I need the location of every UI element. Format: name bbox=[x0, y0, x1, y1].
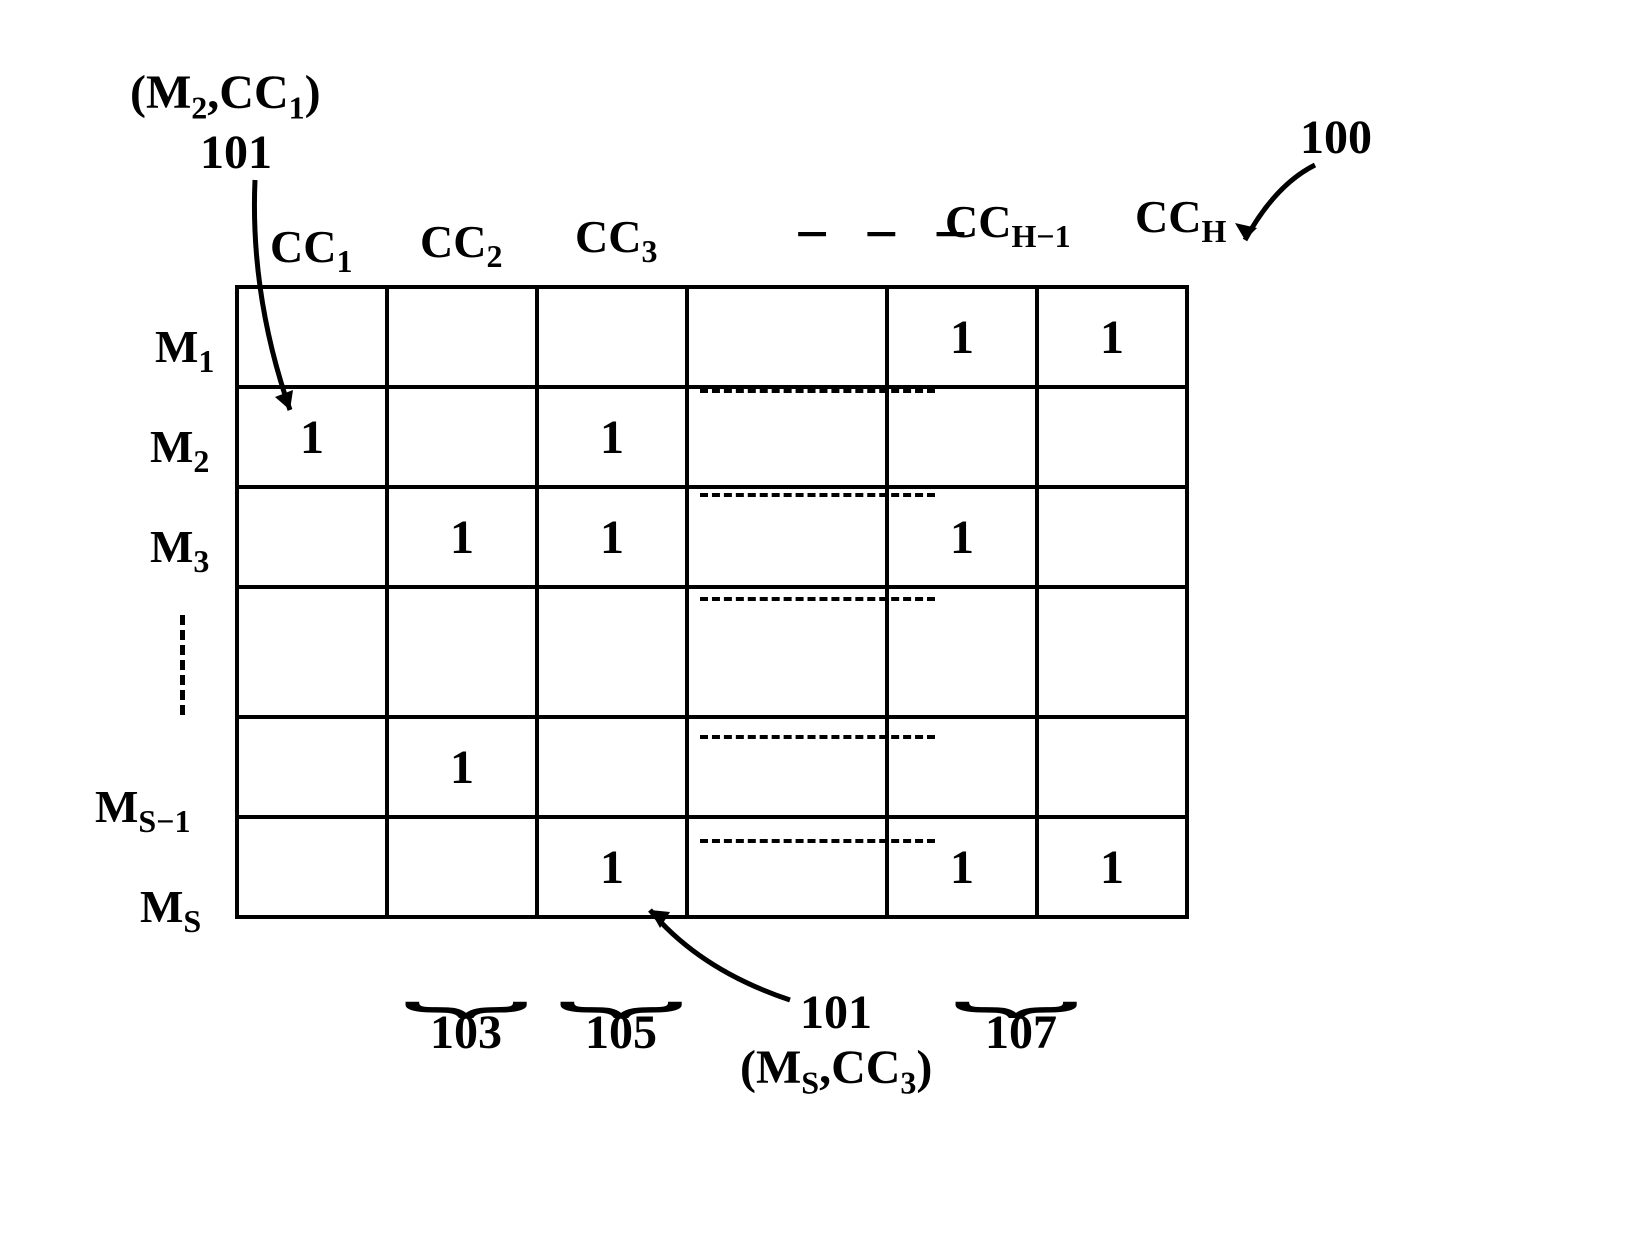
cell bbox=[237, 817, 387, 917]
dashed-line bbox=[700, 493, 935, 497]
cell bbox=[1037, 587, 1187, 717]
ref-103: 103 bbox=[430, 1005, 502, 1060]
cell bbox=[387, 387, 537, 487]
cell bbox=[537, 717, 687, 817]
cell: 1 bbox=[537, 387, 687, 487]
dashed-line bbox=[700, 389, 935, 393]
matrix-grid: 11 11 11 1 1 1 11 bbox=[235, 285, 1189, 919]
cell bbox=[237, 717, 387, 817]
cell bbox=[887, 387, 1037, 487]
row-header-m3: M3 bbox=[150, 520, 209, 580]
cell bbox=[1037, 387, 1187, 487]
row-header-ms: MS bbox=[140, 880, 201, 940]
cell-gap bbox=[687, 387, 887, 487]
table-row: 11 bbox=[237, 387, 1187, 487]
cell bbox=[387, 587, 537, 717]
callout-label-topleft: (M2,CC1) bbox=[130, 65, 321, 127]
cell-gap bbox=[687, 487, 887, 587]
cell-gap bbox=[687, 587, 887, 717]
diagram-canvas: (M2,CC1) 101 CC1 CC2 CC3 − − − CCH−1 CCH… bbox=[0, 0, 1632, 1236]
arrow-100 bbox=[1225, 155, 1345, 275]
col-header-cc2: CC2 bbox=[420, 215, 502, 275]
brace-icon: ⏞ bbox=[403, 960, 529, 995]
row-header-m1: M1 bbox=[155, 320, 214, 380]
ref-101-top: 101 bbox=[200, 125, 272, 180]
callout-label-bottom: (MS,CC3) bbox=[740, 1040, 932, 1102]
cell bbox=[237, 587, 387, 717]
dashed-line bbox=[700, 597, 935, 601]
cell-gap bbox=[687, 287, 887, 387]
brace-icon: ⏞ bbox=[953, 960, 1079, 995]
cell bbox=[387, 287, 537, 387]
cell bbox=[1037, 717, 1187, 817]
table-row: 11 bbox=[237, 287, 1187, 387]
col-header-cch: CCH bbox=[1135, 190, 1226, 250]
ref-101-bottom: 101 bbox=[800, 985, 872, 1040]
col-header-cch1: CCH−1 bbox=[945, 195, 1071, 255]
dashed-line bbox=[700, 735, 935, 739]
cell: 1 bbox=[1037, 287, 1187, 387]
cell bbox=[1037, 487, 1187, 587]
cell bbox=[237, 487, 387, 587]
cell: 1 bbox=[537, 487, 687, 587]
arrow-101-top bbox=[235, 175, 355, 425]
ref-107: 107 bbox=[985, 1005, 1057, 1060]
row-header-m2: M2 bbox=[150, 420, 209, 480]
cell: 1 bbox=[887, 817, 1037, 917]
cell-gap bbox=[687, 717, 887, 817]
cell bbox=[887, 587, 1037, 717]
cell: 1 bbox=[887, 487, 1037, 587]
table-row: 1 bbox=[237, 717, 1187, 817]
cell bbox=[887, 717, 1037, 817]
row-ellipsis-dashes bbox=[180, 615, 185, 715]
cell bbox=[387, 817, 537, 917]
cell: 1 bbox=[387, 717, 537, 817]
row-header-ms1: MS−1 bbox=[95, 780, 190, 840]
dashed-line bbox=[700, 839, 935, 843]
cell: 1 bbox=[887, 287, 1037, 387]
cell: 1 bbox=[387, 487, 537, 587]
table-row: 11 1 bbox=[237, 487, 1187, 587]
cell bbox=[537, 587, 687, 717]
cell bbox=[537, 287, 687, 387]
col-header-cc3: CC3 bbox=[575, 210, 657, 270]
table-row-gap bbox=[237, 587, 1187, 717]
cell: 1 bbox=[1037, 817, 1187, 917]
